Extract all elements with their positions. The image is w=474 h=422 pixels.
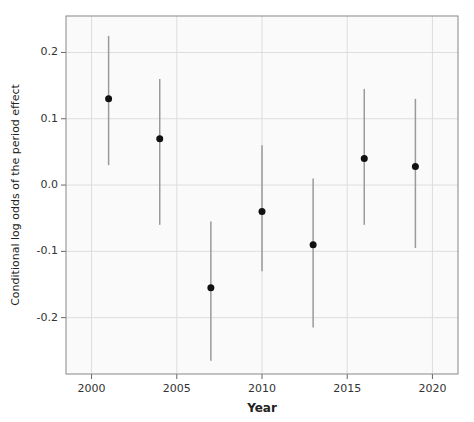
point [207, 284, 214, 291]
axes: -0.2 -0.1 0.0 0.1 0.2 2000 2005 2010 2015 2020 [37, 16, 458, 395]
tick-label: 2010 [248, 382, 276, 395]
tick-mark [61, 317, 66, 318]
tick-mark [61, 185, 66, 186]
grid-line [347, 16, 348, 374]
tick-label: 0.2 [41, 45, 59, 58]
x-axis-label: Year [246, 401, 277, 415]
tick-mark [347, 374, 348, 379]
tick-mark [176, 374, 177, 379]
tick-label: 0.1 [41, 112, 59, 125]
grid-line [176, 16, 177, 374]
grid [66, 16, 458, 374]
error-bar [415, 99, 417, 248]
tick-mark [61, 251, 66, 252]
tick-mark [432, 374, 433, 379]
tick-label: 0.0 [41, 178, 59, 191]
tick-label: -0.2 [37, 311, 58, 324]
tick-mark [262, 374, 263, 379]
point [310, 241, 317, 248]
plot-area [66, 16, 458, 374]
plot-frame [66, 16, 458, 374]
tick-label: 2005 [163, 382, 191, 395]
point [412, 163, 419, 170]
tick-mark [91, 374, 92, 379]
grid-line [91, 16, 92, 374]
tick-mark [61, 118, 66, 119]
error-bar [159, 79, 161, 225]
tick-label: 2000 [78, 382, 106, 395]
tick-mark [61, 52, 66, 53]
point [105, 95, 112, 102]
data [105, 36, 419, 361]
point [156, 135, 163, 142]
error-bar [312, 178, 314, 327]
point [259, 208, 266, 215]
y-axis-label: Conditional log odds of the period effec… [9, 84, 22, 306]
tick-label: 2015 [333, 382, 361, 395]
point [361, 155, 368, 162]
tick-label: 2020 [418, 382, 446, 395]
grid-line [432, 16, 433, 374]
tick-label: -0.1 [37, 244, 58, 257]
grid-line [262, 16, 263, 374]
chart: -0.2 -0.1 0.0 0.1 0.2 2000 2005 2010 2015 2020 Yea… [0, 0, 474, 422]
